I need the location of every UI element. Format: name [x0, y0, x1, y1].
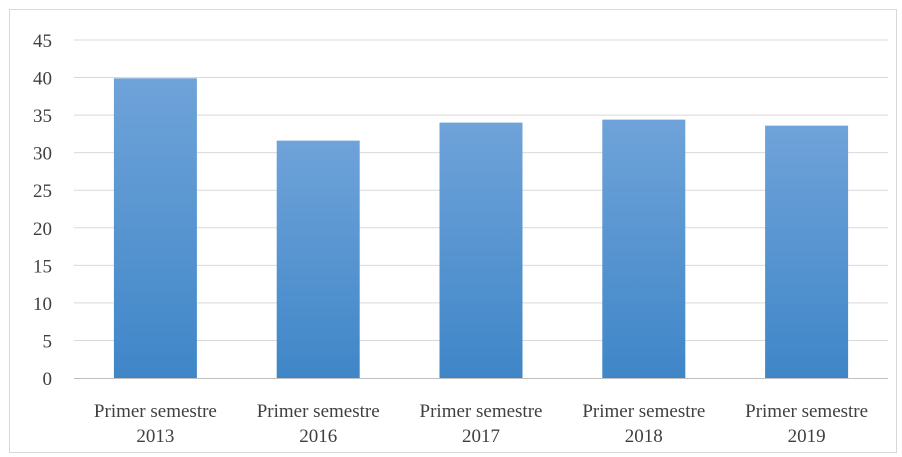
- x-category-label: Primer semestre 2018: [582, 401, 705, 447]
- x-category-label-line: Primer semestre: [745, 401, 868, 422]
- y-tick-label: 10: [33, 294, 52, 315]
- bars: [113, 78, 849, 379]
- x-category-label-line: Primer semestre: [582, 401, 705, 422]
- x-category-label: Primer semestre 2017: [420, 401, 543, 447]
- y-tick-label: 25: [33, 181, 52, 202]
- x-category-label-line: Primer semestre: [94, 401, 217, 422]
- x-category-label: Primer semestre 2016: [257, 401, 380, 447]
- y-tick-label: 0: [43, 369, 53, 390]
- y-tick-label: 15: [33, 256, 52, 277]
- bar: [113, 78, 197, 378]
- bar: [765, 125, 849, 378]
- x-category-label: Primer semestre 2013: [94, 401, 217, 447]
- x-category-label-line: Primer semestre: [257, 401, 380, 422]
- y-axis-ticks: 0 5 10 15 20 25 30 35 40 45: [33, 31, 52, 390]
- y-tick-label: 30: [33, 144, 52, 165]
- bar: [276, 140, 360, 378]
- bar: [602, 119, 686, 379]
- y-tick-label: 20: [33, 219, 52, 240]
- x-category-label-line: 2017: [462, 426, 500, 447]
- x-category-label-line: 2018: [625, 426, 663, 447]
- y-tick-label: 5: [43, 331, 53, 352]
- y-tick-label: 40: [33, 69, 52, 90]
- y-tick-label: 45: [33, 31, 52, 52]
- y-tick-label: 35: [33, 106, 52, 127]
- x-category-label: Primer semestre 2019: [745, 401, 868, 447]
- bar: [439, 122, 523, 378]
- x-category-label-line: 2016: [299, 426, 337, 447]
- x-category-label-line: 2013: [136, 426, 174, 447]
- x-category-label-line: 2019: [788, 426, 826, 447]
- x-category-label-line: Primer semestre: [420, 401, 543, 422]
